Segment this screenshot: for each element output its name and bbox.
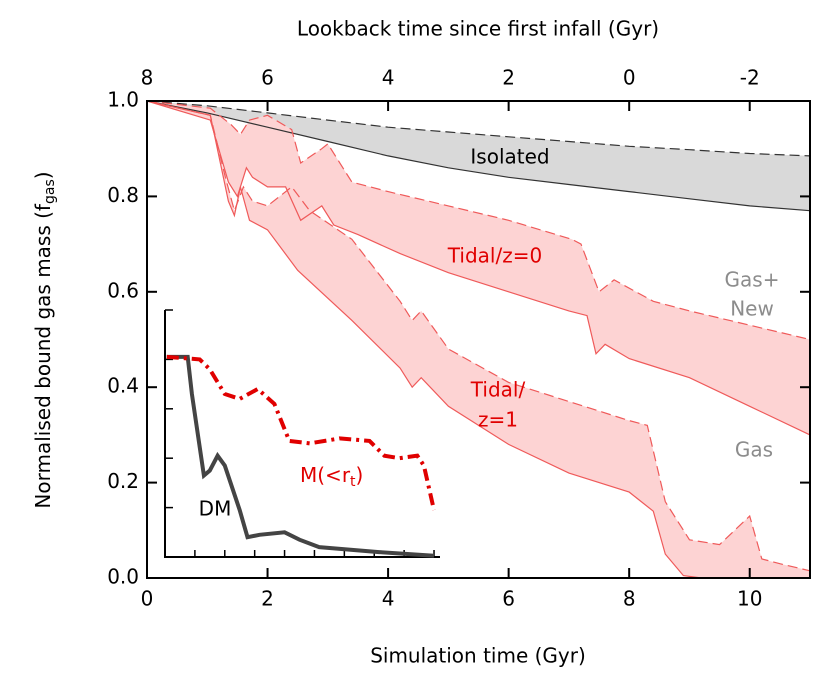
inset-label: DM xyxy=(199,497,232,521)
inset-axes xyxy=(164,310,440,558)
x-tick-label: 2 xyxy=(261,587,274,611)
annotation: Tidal/ xyxy=(470,378,526,402)
lower-line xyxy=(146,100,811,212)
inset-label-sub: t xyxy=(350,474,356,490)
y-tick-label: 0.2 xyxy=(107,469,139,493)
inset-label-text: M(<r xyxy=(300,463,351,487)
annotation: Isolated xyxy=(470,145,549,169)
x2-tick-label: 6 xyxy=(261,66,274,90)
plot: 0 2 4 6 8 10 8 6 4 2 0 -2 0.0 0.2 0.4 0.6 0.8 1.0 xyxy=(107,66,811,611)
plot-frame xyxy=(146,100,811,579)
upper-line xyxy=(146,100,811,157)
x-axis-title: Simulation time (Gyr) xyxy=(370,644,586,668)
y-axis-title-after: ) xyxy=(31,171,55,179)
x-tick-label: 10 xyxy=(737,587,762,611)
band-area xyxy=(147,101,810,578)
inset-label-after: ) xyxy=(356,463,364,487)
band-area xyxy=(147,101,810,211)
upper-line xyxy=(146,100,811,341)
x-tick-label: 4 xyxy=(382,587,395,611)
inset-label: M(<rt) xyxy=(300,463,363,491)
y-axis-title: Normalised bound gas mass (fgas) xyxy=(31,171,59,508)
inset-line xyxy=(166,354,435,558)
band-area xyxy=(147,101,810,435)
y-tick-label: 0.4 xyxy=(107,374,139,398)
x-tick-label: 0 xyxy=(141,587,154,611)
y-tick-label: 0.8 xyxy=(107,183,139,207)
y-tick-label: 1.0 xyxy=(107,88,139,112)
x2-tick-label: 4 xyxy=(382,66,395,90)
x2-tick-label: 0 xyxy=(623,66,636,90)
annotation: New xyxy=(730,297,774,321)
annotation: Gas xyxy=(735,438,773,462)
annotation: Tidal/z=0 xyxy=(447,244,542,268)
x2-tick-label: 8 xyxy=(141,66,154,90)
x2-tick-label: 2 xyxy=(502,66,515,90)
y-tick-label: 0.6 xyxy=(107,278,139,302)
annotation: z=1 xyxy=(478,408,518,432)
x2-axis-title: Lookback time since first infall (Gyr) xyxy=(297,17,659,41)
x-tick-label: 6 xyxy=(502,587,515,611)
y-tick-label: 0.0 xyxy=(107,565,139,589)
y-axis-title-sub: gas xyxy=(42,179,58,204)
x2-tick-label: -2 xyxy=(740,66,760,90)
annotation: Gas+ xyxy=(725,268,780,292)
upper-line xyxy=(146,100,811,572)
lower-line xyxy=(146,100,811,436)
y-axis-title-text: Normalised bound gas mass (f xyxy=(31,203,55,509)
inset-line xyxy=(166,354,436,511)
x-tick-label: 8 xyxy=(623,587,636,611)
lower-line xyxy=(146,100,810,579)
